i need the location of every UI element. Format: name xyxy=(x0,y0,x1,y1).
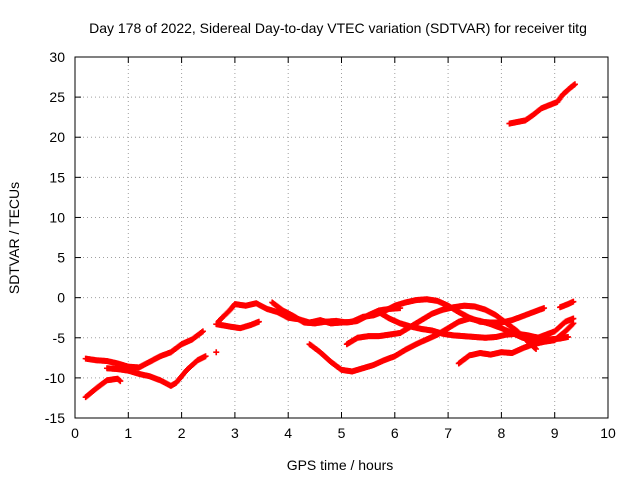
y-tick-label: 20 xyxy=(49,129,65,145)
x-axis: 0 1 2 3 4 5 6 7 8 9 10 xyxy=(71,425,616,441)
series-arc11 xyxy=(455,320,577,367)
y-tick-label: -5 xyxy=(53,330,66,346)
series-arc5 xyxy=(213,318,262,332)
x-tick-label: 9 xyxy=(551,425,559,441)
data-point xyxy=(565,333,572,340)
data-point xyxy=(202,353,209,360)
y-tick-label: 10 xyxy=(49,209,65,225)
series-arc12 xyxy=(557,298,577,311)
x-tick-label: 3 xyxy=(231,425,239,441)
series-arc1 xyxy=(82,328,206,371)
y-tick-label: 5 xyxy=(57,250,65,266)
series-arc13 xyxy=(506,81,578,127)
x-tick-label: 4 xyxy=(284,425,292,441)
series-arc4 xyxy=(213,349,220,356)
data-point xyxy=(533,346,540,353)
x-tick-label: 0 xyxy=(71,425,79,441)
x-tick-label: 10 xyxy=(600,425,616,441)
x-axis-label: GPS time / hours xyxy=(287,457,394,473)
data-point xyxy=(117,378,124,385)
series-arc10 xyxy=(375,309,572,343)
y-tick-label: -10 xyxy=(45,370,65,386)
data-point xyxy=(199,328,206,335)
x-tick-label: 7 xyxy=(444,425,452,441)
x-tick-label: 1 xyxy=(124,425,132,441)
y-tick-label: 15 xyxy=(49,169,65,185)
series-arc7 xyxy=(269,299,404,327)
data-point xyxy=(570,298,577,305)
series-arc3 xyxy=(103,353,209,389)
data-point xyxy=(116,377,123,384)
data-point xyxy=(571,81,578,88)
x-tick-label: 8 xyxy=(498,425,506,441)
data-point xyxy=(213,349,220,356)
y-tick-label: 0 xyxy=(57,290,65,306)
grid xyxy=(75,57,608,418)
y-tick-label: 30 xyxy=(49,49,65,65)
plot-frame xyxy=(74,56,609,419)
data-point xyxy=(541,305,548,312)
data-point xyxy=(569,321,576,328)
x-tick-label: 6 xyxy=(391,425,399,441)
data-point xyxy=(570,320,577,327)
y-axis: -15 -10 -5 0 5 10 15 20 25 30 xyxy=(45,49,65,426)
chart-title: Day 178 of 2022, Sidereal Day-to-day VTE… xyxy=(89,20,587,36)
y-axis-label: SDTVAR / TECUs xyxy=(6,182,22,294)
data-point xyxy=(255,318,262,325)
series-arc2 xyxy=(82,375,124,401)
series-arc9 xyxy=(343,302,540,353)
y-tick-label: 25 xyxy=(49,89,65,105)
x-tick-label: 5 xyxy=(338,425,346,441)
data-points xyxy=(82,81,578,401)
data-point xyxy=(397,305,404,312)
x-tick-label: 2 xyxy=(178,425,186,441)
data-point xyxy=(198,329,205,336)
y-tick-label: -15 xyxy=(45,410,65,426)
